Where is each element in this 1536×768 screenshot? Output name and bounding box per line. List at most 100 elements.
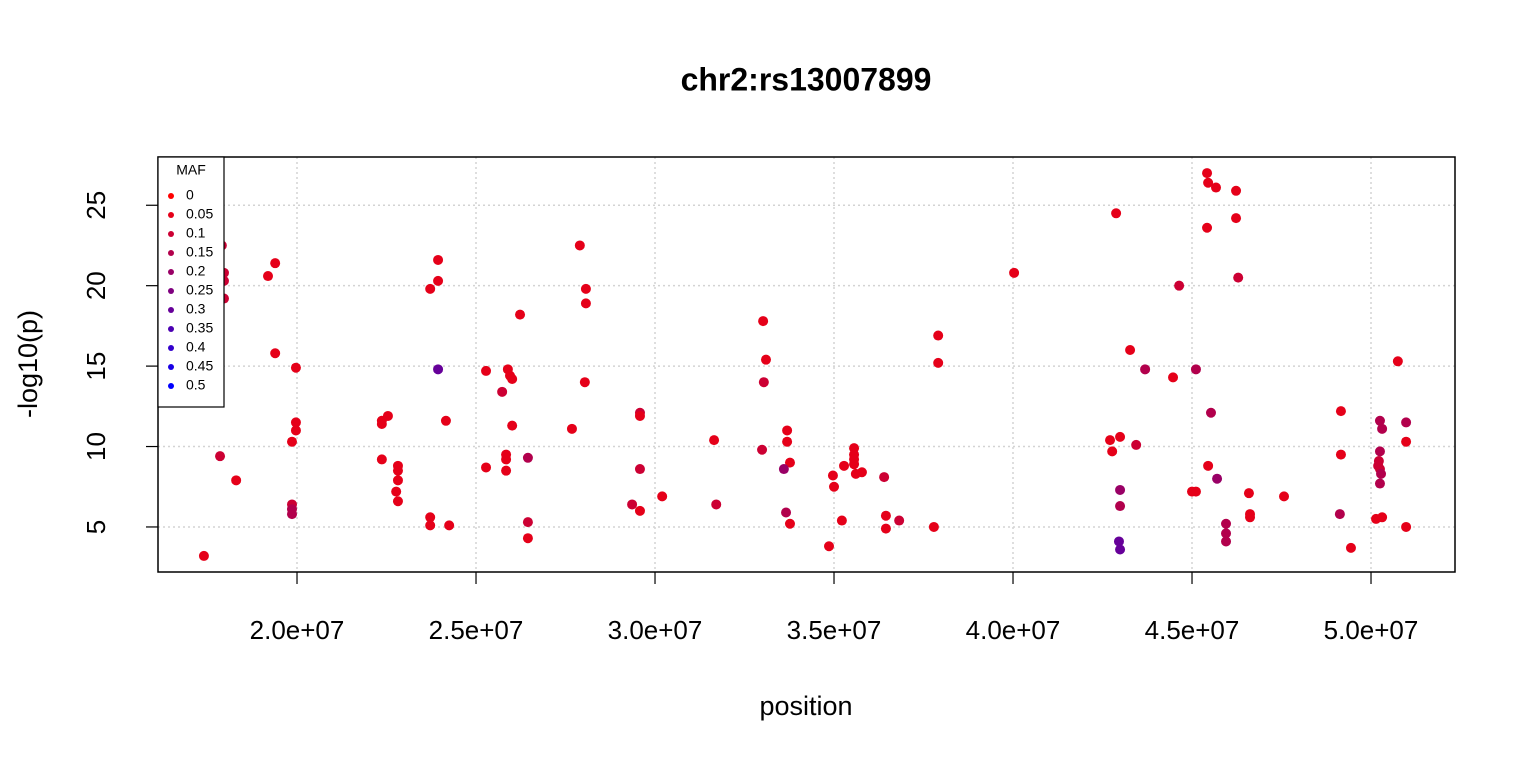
point <box>782 425 793 436</box>
point <box>839 460 850 471</box>
point <box>1401 521 1412 532</box>
legend-marker <box>168 326 174 332</box>
point <box>481 365 492 376</box>
point <box>198 550 209 561</box>
point <box>580 283 591 294</box>
point <box>263 271 274 282</box>
legend-marker <box>168 383 174 389</box>
point <box>880 523 891 534</box>
y-tick-label: 5 <box>81 520 111 534</box>
point <box>824 541 835 552</box>
point <box>522 517 533 528</box>
x-tick-label: 3.0e+07 <box>608 615 703 645</box>
point <box>634 505 645 516</box>
point <box>849 459 860 470</box>
x-axis-label: position <box>759 691 852 721</box>
point <box>1374 415 1385 426</box>
legend-title: MAF <box>176 162 206 178</box>
y-tick-label: 25 <box>81 191 111 220</box>
point <box>758 316 769 327</box>
point <box>481 462 492 473</box>
point <box>392 465 403 476</box>
point <box>1210 182 1221 193</box>
point <box>376 454 387 465</box>
point <box>1401 436 1412 447</box>
legend-marker <box>168 212 174 218</box>
legend-marker <box>168 288 174 294</box>
point <box>376 419 387 430</box>
point <box>1140 364 1151 375</box>
x-tick-label: 4.0e+07 <box>966 615 1061 645</box>
point <box>1334 509 1345 520</box>
point <box>580 298 591 309</box>
point <box>836 515 847 526</box>
point <box>933 330 944 341</box>
legend-marker <box>168 307 174 313</box>
point <box>1190 364 1201 375</box>
point <box>933 357 944 368</box>
point <box>1373 456 1384 467</box>
point <box>1335 406 1346 417</box>
point <box>444 520 455 531</box>
point <box>1345 542 1356 553</box>
legend-label: 0.15 <box>186 244 213 260</box>
x-tick-label: 5.0e+07 <box>1324 615 1419 645</box>
point <box>286 509 297 520</box>
legend-label: 0.35 <box>186 320 213 336</box>
x-tick-label: 3.5e+07 <box>787 615 882 645</box>
legend-marker <box>168 231 174 237</box>
point <box>1212 473 1223 484</box>
legend-label: 0.2 <box>186 263 206 279</box>
point <box>1105 435 1116 446</box>
x-tick-label: 4.5e+07 <box>1145 615 1240 645</box>
point <box>1125 345 1136 356</box>
point <box>627 499 638 510</box>
point <box>781 507 792 518</box>
y-axis-label: -log10(p) <box>13 310 43 418</box>
point <box>515 309 526 320</box>
legend-marker <box>168 250 174 256</box>
point <box>1376 468 1387 479</box>
point <box>879 472 890 483</box>
point <box>1190 486 1201 497</box>
point <box>1377 512 1388 523</box>
point <box>1374 446 1385 457</box>
point <box>634 410 645 421</box>
legend-label: 0 <box>186 187 194 203</box>
point <box>1245 512 1256 523</box>
point <box>1233 272 1244 283</box>
point <box>1202 168 1213 179</box>
point <box>1115 501 1126 512</box>
point <box>1202 222 1213 233</box>
point <box>290 425 301 436</box>
point <box>290 417 301 428</box>
point <box>856 467 867 478</box>
point <box>522 533 533 544</box>
point <box>1131 439 1142 450</box>
point <box>382 410 393 421</box>
point <box>1335 449 1346 460</box>
point <box>778 464 789 475</box>
point <box>709 435 720 446</box>
point <box>1168 372 1179 383</box>
point <box>757 444 768 455</box>
point <box>425 283 436 294</box>
point <box>270 348 281 359</box>
point <box>392 475 403 486</box>
y-tick-label: 15 <box>81 352 111 381</box>
point <box>215 451 226 462</box>
legend-marker <box>168 364 174 370</box>
point <box>1009 267 1020 278</box>
point <box>782 436 793 447</box>
legend-label: 0.05 <box>186 206 213 222</box>
point <box>290 362 301 373</box>
x-tick-label: 2.0e+07 <box>250 615 345 645</box>
point <box>1203 177 1214 188</box>
legend-label: 0.3 <box>186 301 206 317</box>
legend-marker <box>168 345 174 351</box>
point <box>1113 536 1124 547</box>
point <box>579 377 590 388</box>
point <box>1107 446 1118 457</box>
